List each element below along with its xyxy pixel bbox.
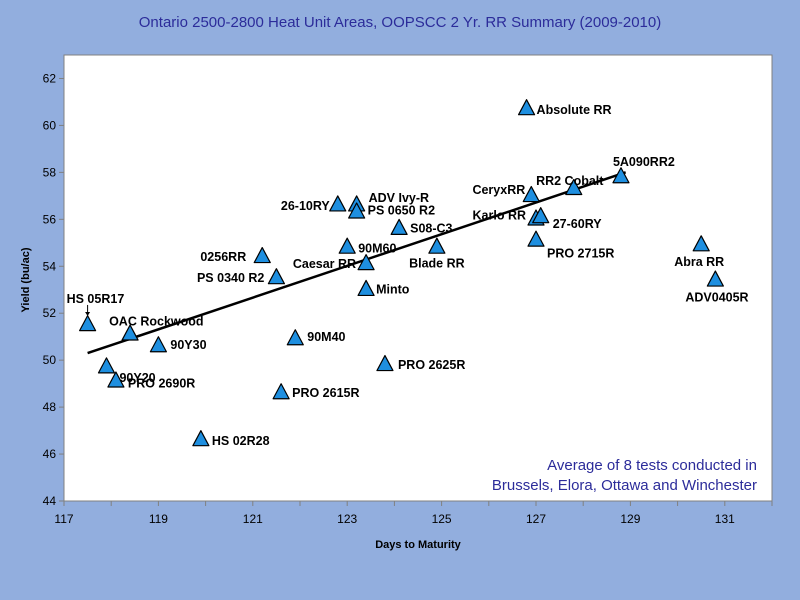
point-label: PS 0340 R2 [197, 271, 264, 285]
point-label: 90M60 [358, 241, 396, 255]
plot-area [63, 54, 773, 502]
data-point [692, 235, 710, 252]
x-tick-label: 121 [243, 512, 263, 526]
y-tick-label: 46 [43, 447, 57, 461]
point-label: 26-10RY [281, 199, 331, 213]
point-label: 27-60RY [553, 217, 603, 231]
trendline-group [87, 171, 627, 355]
data-point [348, 202, 366, 219]
point-label: PRO 2625R [398, 358, 465, 372]
point-label: 90M40 [307, 330, 345, 344]
data-point [97, 357, 116, 374]
data-point [267, 268, 285, 285]
y-axis-title: Yield (bu/ac) [20, 247, 32, 312]
data-point [121, 324, 139, 341]
annotation-line: Brussels, Elora, Ottawa and Winchester [492, 477, 757, 494]
x-tick-label: 123 [337, 512, 357, 526]
y-tick-label: 44 [43, 494, 57, 508]
point-label: Caesar RR [293, 257, 356, 271]
point-label: Absolute RR [537, 103, 612, 117]
point-label: 5A090RR2 [613, 155, 675, 169]
y-tick-label: 56 [43, 212, 57, 226]
point-label: 90Y30 [170, 338, 206, 352]
point-label: 0256RR [200, 250, 246, 264]
data-point [357, 254, 375, 271]
data-point [338, 237, 356, 254]
trendline [87, 171, 627, 355]
point-label: Karlo RR [473, 208, 526, 222]
point-label: Abra RR [674, 255, 724, 269]
data-point [612, 167, 630, 184]
points-group [78, 99, 724, 447]
data-point [517, 99, 536, 116]
chart-title: Ontario 2500-2800 Heat Unit Areas, OOPSC… [138, 14, 662, 31]
data-point [532, 207, 550, 224]
point-label: PRO 2615R [292, 386, 359, 400]
y-tick-label: 60 [43, 118, 57, 132]
label-arrow-head [85, 311, 91, 316]
point-label: CeryxRR [472, 183, 525, 197]
data-point [390, 218, 408, 236]
data-point [78, 315, 97, 332]
x-tick-label: 119 [149, 512, 168, 526]
data-point [376, 354, 394, 372]
data-point [192, 430, 210, 447]
annotation-line: Average of 8 tests conducted in [547, 457, 757, 474]
point-label: PS 0650 R2 [368, 203, 435, 217]
y-tick-label: 50 [43, 353, 57, 367]
x-tick-label: 129 [620, 512, 640, 526]
data-point [286, 329, 304, 346]
x-tick-label: 131 [715, 512, 735, 526]
y-tick-label: 62 [43, 71, 57, 85]
data-point [253, 246, 271, 264]
data-point [522, 185, 540, 203]
data-point [527, 230, 545, 247]
axes: 44 46 48 50 52 54 56 58 60 62 117 119 121 123 125 127 12… [43, 71, 773, 526]
point-label: OAC Rockwood [109, 314, 203, 328]
point-label: S08-C3 [410, 222, 452, 236]
data-point [149, 336, 167, 353]
point-label: ADV0405R [685, 290, 748, 304]
data-point [329, 195, 347, 212]
data-point [107, 371, 125, 388]
point-label: PRO 2715R [547, 246, 614, 260]
point-label: HS 05R17 [67, 292, 125, 306]
y-tick-label: 58 [43, 165, 57, 179]
point-label: RR2 Cobalt [536, 174, 604, 188]
x-axis-title: Days to Maturity [375, 539, 461, 551]
annotation-note: Average of 8 tests conducted in Brussels,… [492, 457, 757, 494]
data-point [272, 383, 290, 400]
point-label: Blade RR [409, 256, 465, 270]
x-tick-label: 125 [432, 512, 452, 526]
x-tick-label: 127 [526, 512, 546, 526]
x-tick-label: 117 [54, 512, 73, 526]
point-label: PRO 2690R [128, 376, 195, 390]
y-tick-label: 52 [43, 306, 57, 320]
point-label: Minto [376, 283, 410, 297]
data-point [706, 270, 724, 287]
data-point [357, 279, 375, 297]
data-point [565, 178, 583, 196]
point-label: ADV Ivy-R [369, 191, 429, 205]
point-label: 90Y20 [119, 371, 155, 385]
y-tick-label: 54 [43, 259, 57, 273]
point-label: HS 02R28 [212, 434, 270, 448]
data-point [428, 237, 446, 254]
y-tick-label: 48 [43, 400, 57, 414]
